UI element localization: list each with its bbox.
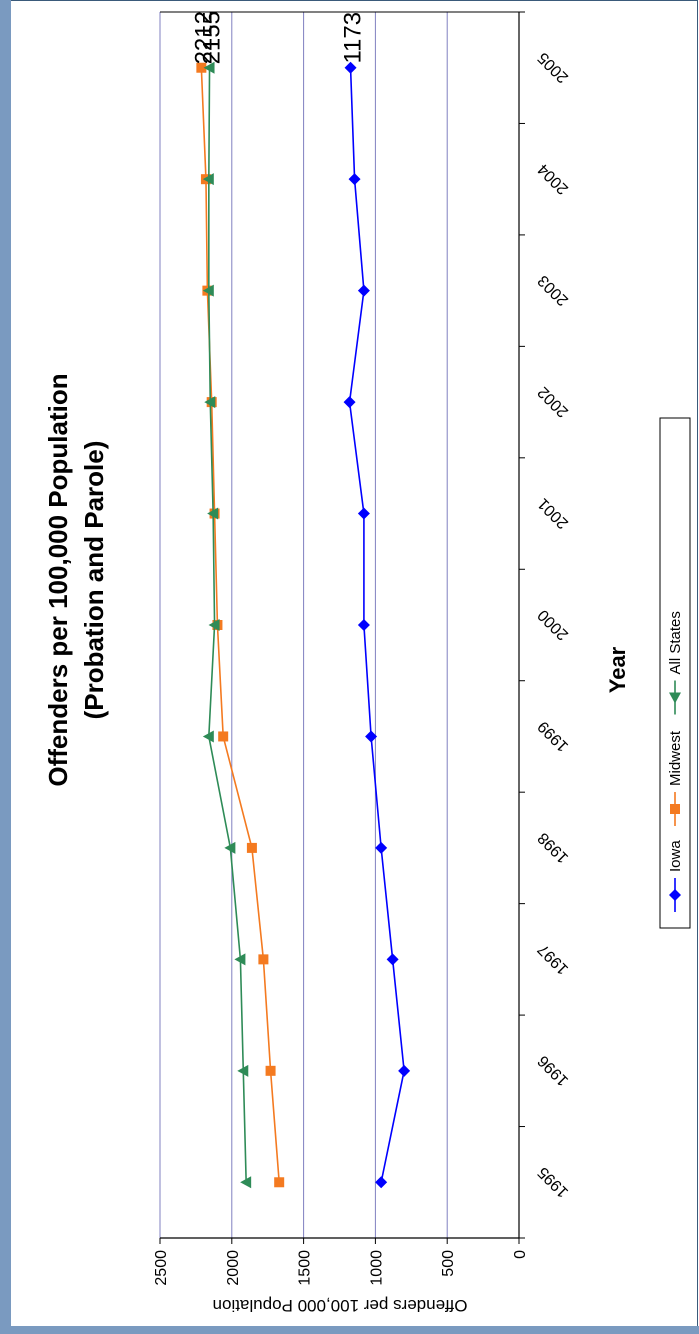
point-all-states xyxy=(204,396,216,409)
point-iowa xyxy=(357,284,370,297)
point-iowa xyxy=(375,1176,388,1189)
series-iowa xyxy=(343,61,411,1189)
y-tick-label-group: 1000 xyxy=(368,1250,385,1286)
point-all-states xyxy=(202,284,214,297)
y-tick-label: 500 xyxy=(440,1250,457,1277)
y-tick-label-group: 500 xyxy=(440,1250,457,1277)
frame-bottom-bar xyxy=(0,1326,699,1334)
y-tick-label: 1000 xyxy=(368,1250,385,1286)
title-group: Offenders per 100,000 Population (Probat… xyxy=(43,373,109,786)
point-all-states xyxy=(207,507,219,520)
legend-item-all-states: All States xyxy=(667,611,684,715)
legend-box xyxy=(659,417,691,929)
point-iowa xyxy=(343,396,356,409)
point-all-states xyxy=(202,730,214,743)
data-label-group: 2212 xyxy=(190,11,217,64)
point-iowa xyxy=(357,619,370,631)
point-iowa xyxy=(357,507,370,520)
series-layer xyxy=(196,61,411,1189)
point-iowa xyxy=(344,61,357,74)
legend-item-iowa: Iowa xyxy=(667,840,684,912)
point-all-states xyxy=(224,841,236,854)
y-tick-label-group: 2500 xyxy=(153,1250,170,1286)
y-tick-label-group: 2000 xyxy=(225,1250,242,1286)
point-all-states xyxy=(202,173,214,186)
xlabel-group: Year xyxy=(605,646,630,693)
y-tick-label-group: 1500 xyxy=(297,1250,314,1286)
x-axis-title: Year xyxy=(605,646,630,693)
chart-subtitle: (Probation and Parole) xyxy=(79,441,109,720)
point-all-states xyxy=(237,1064,249,1077)
data-label-group: 2155 xyxy=(199,11,226,64)
legend-label-midwest: Midwest xyxy=(667,730,684,786)
point-iowa xyxy=(398,1064,411,1077)
point-all-states xyxy=(240,1176,252,1189)
chart-title: Offenders per 100,000 Population xyxy=(43,373,73,786)
point-iowa xyxy=(375,841,388,854)
legend-item-midwest: Midwest xyxy=(667,730,684,826)
point-midwest xyxy=(196,62,207,73)
legend: Iowa Midwest All States xyxy=(659,417,691,929)
y-tick-label: 2000 xyxy=(225,1250,242,1286)
point-iowa xyxy=(386,953,399,966)
legend-items: Iowa Midwest All States xyxy=(667,611,684,912)
gridlines xyxy=(159,12,448,1238)
point-midwest xyxy=(218,731,229,742)
y-tick-label-group: 0 xyxy=(512,1250,529,1259)
point-all-states xyxy=(203,61,215,74)
ylabel-group: Offenders per 100,000 Population xyxy=(213,1296,468,1315)
frame-left-bar xyxy=(0,0,11,1334)
y-tick-label: 0 xyxy=(512,1250,529,1259)
legend-label-iowa: Iowa xyxy=(667,840,684,872)
point-midwest xyxy=(258,954,269,965)
point-iowa xyxy=(348,173,361,186)
y-tick-label: 1500 xyxy=(297,1250,314,1286)
legend-marker-midwest xyxy=(670,804,680,814)
point-all-states xyxy=(234,953,246,966)
data-label: 1173 xyxy=(340,12,367,64)
legend-marker-all-states xyxy=(669,692,681,704)
point-iowa xyxy=(365,730,378,743)
series-all-states xyxy=(202,61,252,1189)
point-all-states xyxy=(208,619,220,631)
data-label: 2155 xyxy=(199,11,226,64)
point-midwest xyxy=(265,1065,276,1076)
data-label-group: 1173 xyxy=(340,12,367,64)
legend-label-all-states: All States xyxy=(667,611,684,674)
data-label: 2212 xyxy=(190,11,217,64)
y-tick-label: 2500 xyxy=(153,1250,170,1286)
y-axis-title: Offenders per 100,000 Population xyxy=(213,1296,468,1315)
legend-marker-iowa xyxy=(669,889,681,901)
point-midwest xyxy=(246,842,257,853)
point-midwest xyxy=(274,1177,285,1188)
